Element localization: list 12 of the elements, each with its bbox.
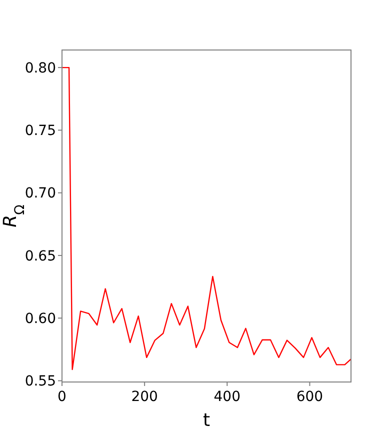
y-tick-label: 0.55	[24, 374, 56, 390]
x-tick-label: 400	[214, 389, 241, 405]
y-tick-label: 0.70	[24, 186, 56, 202]
y-tick-label: 0.80	[24, 60, 56, 76]
line-series	[62, 66, 351, 370]
x-tick-label: 200	[131, 389, 158, 405]
y-tick-label: 0.65	[24, 248, 56, 264]
x-tick-label: 0	[58, 389, 66, 405]
x-tick-label: 600	[296, 389, 324, 405]
y-tick-label: 0.75	[24, 123, 56, 140]
y-tick-label: 0.60	[24, 311, 56, 328]
x-axis-title: t	[202, 410, 210, 431]
